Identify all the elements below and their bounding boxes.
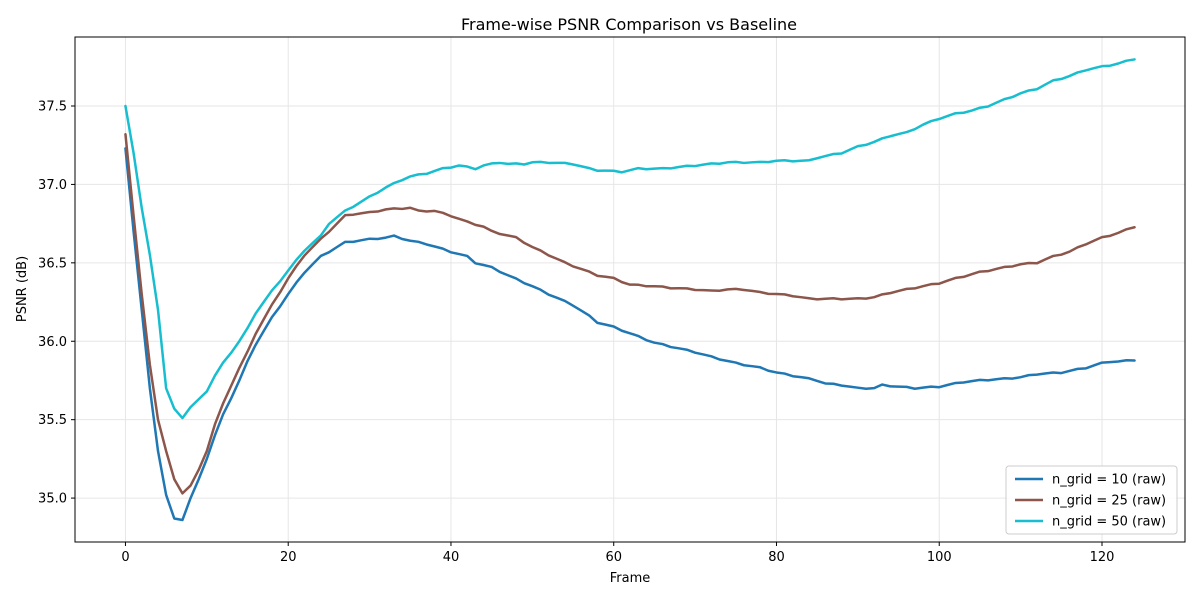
y-tick-label: 36.5 xyxy=(38,256,67,271)
x-tick-label: 80 xyxy=(768,550,785,565)
series-lines xyxy=(124,58,1136,522)
series-line-2 xyxy=(124,132,1136,495)
series-line-1 xyxy=(124,147,1136,522)
legend-label: n_grid = 10 (raw) xyxy=(1052,473,1166,488)
x-tick-label: 100 xyxy=(927,550,952,565)
y-tick-label: 36.0 xyxy=(38,335,67,350)
x-tick-label: 0 xyxy=(121,550,129,565)
legend-label: n_grid = 50 (raw) xyxy=(1052,515,1166,530)
x-tick-label: 40 xyxy=(443,550,460,565)
legend: n_grid = 10 (raw) n_grid = 25 (raw) n_grid… xyxy=(1005,465,1178,535)
y-tick-label: 37.0 xyxy=(38,178,67,193)
y-tick-label: 35.0 xyxy=(38,492,67,507)
axis-ticks: 0 20 40 60 80 100 120 35.0 35.5 36.0 36.5 37.0 37.5 xyxy=(38,100,1114,565)
y-axis-label: PSNR (dB) xyxy=(15,256,30,322)
series-line-3 xyxy=(124,58,1136,420)
x-tick-label: 20 xyxy=(280,550,297,565)
x-tick-label: 60 xyxy=(605,550,622,565)
plot-frame xyxy=(74,36,1186,543)
x-tick-label: 120 xyxy=(1090,550,1115,565)
y-tick-label: 35.5 xyxy=(38,413,67,428)
chart-title: Frame-wise PSNR Comparison vs Baseline xyxy=(461,15,797,34)
y-tick-label: 37.5 xyxy=(38,100,67,115)
x-axis-label: Frame xyxy=(610,571,651,586)
grid xyxy=(75,37,1185,542)
legend-box xyxy=(1005,465,1178,535)
legend-label: n_grid = 25 (raw) xyxy=(1052,494,1166,509)
